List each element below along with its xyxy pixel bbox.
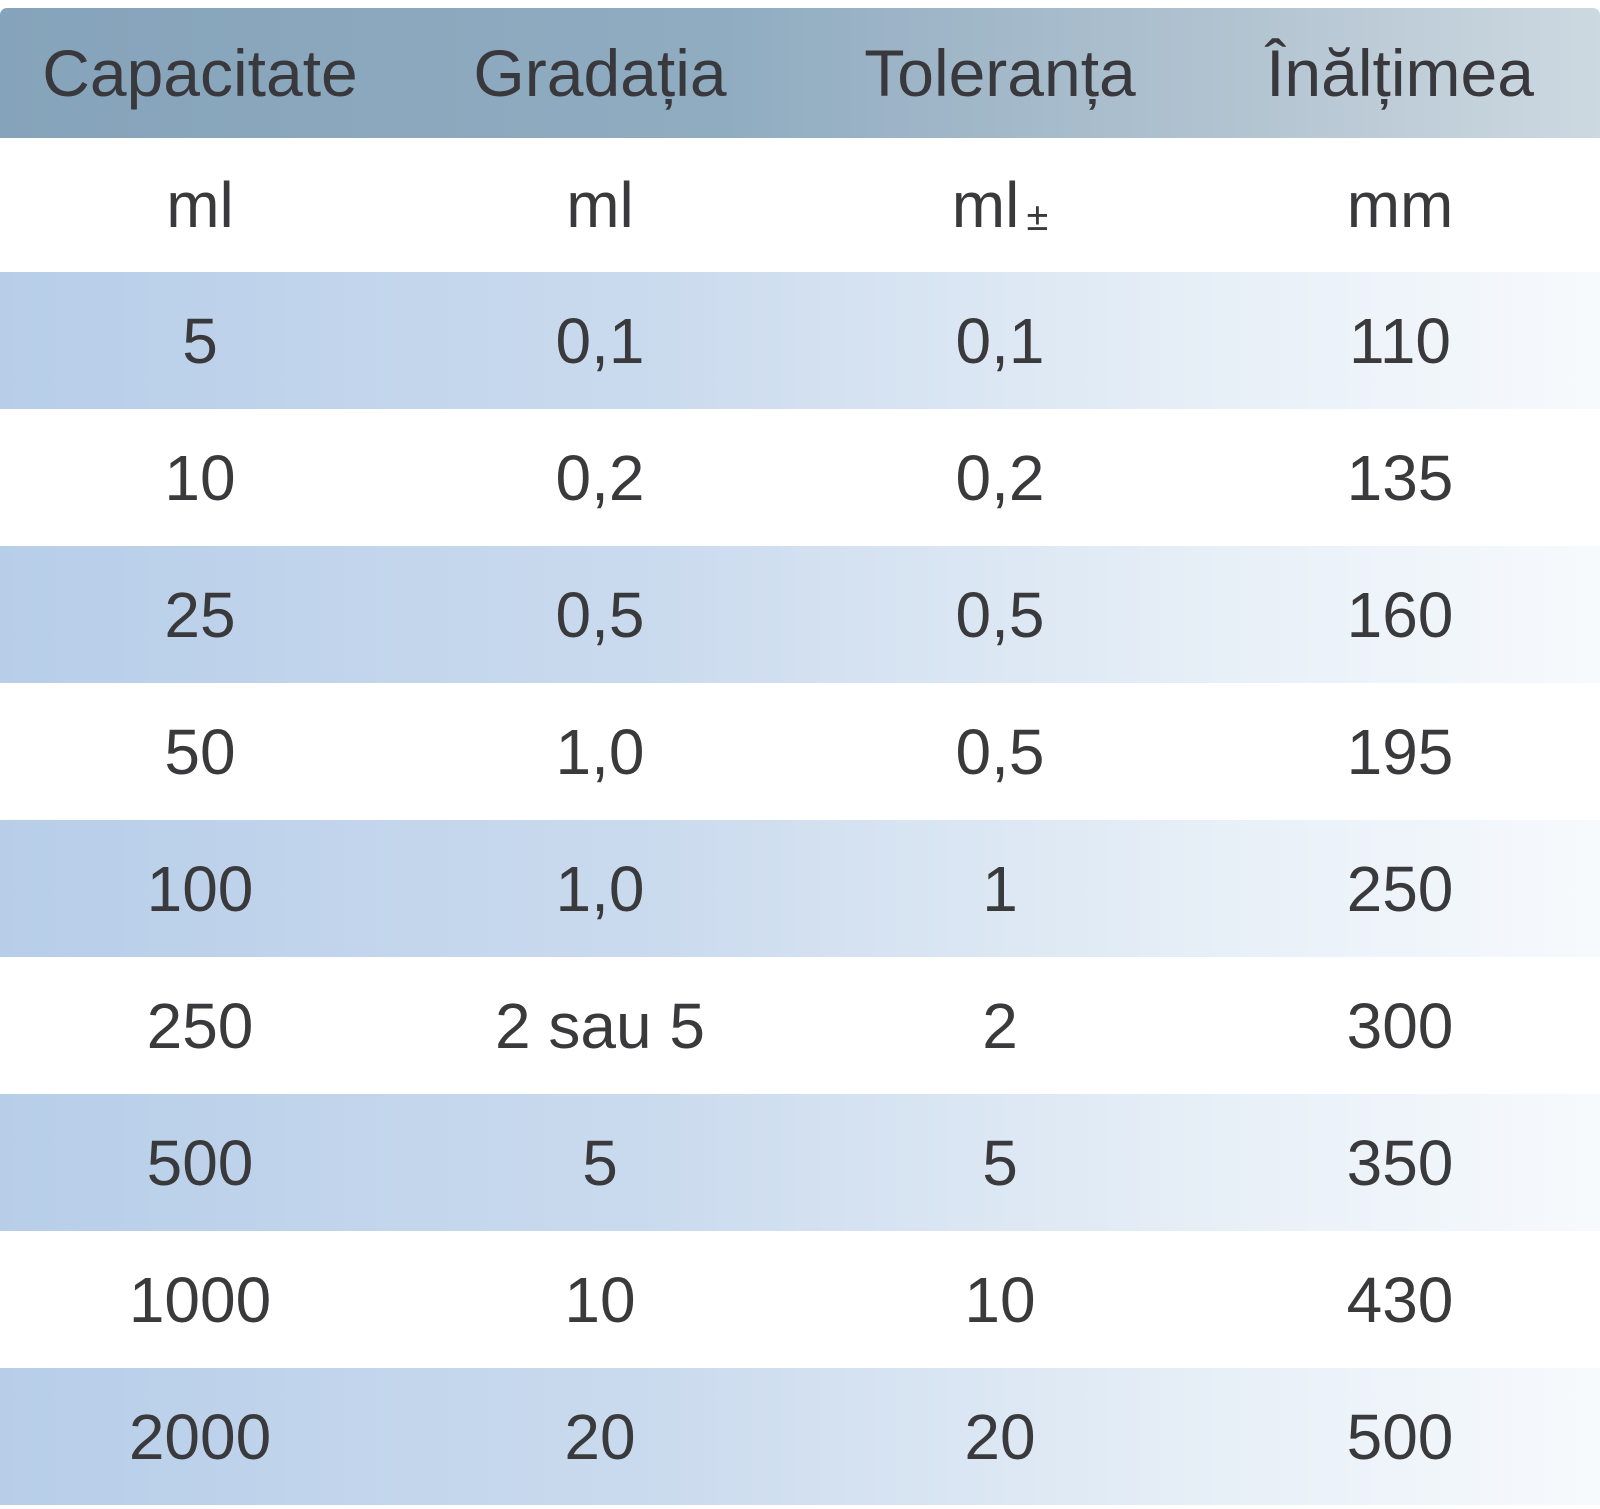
cell-graduation: 0,5 [555,578,645,651]
cell-height: 135 [1346,441,1454,514]
header-cell-height: Înălțimea [1266,36,1534,110]
cell-tolerance: 10 [964,1263,1036,1336]
cell-capacity: 250 [146,989,254,1062]
table-header-row: Capacitate Gradația Toleranța Înălțimea [0,8,1600,138]
cell-tolerance: 0,1 [955,304,1045,377]
cell-tolerance: 0,5 [955,578,1045,651]
cell-capacity: 5 [182,304,218,377]
table-row: 25 0,5 0,5 160 [0,546,1600,683]
table-row: 50 1,0 0,5 195 [0,683,1600,820]
plus-minus-symbol: ± [1026,195,1049,240]
cell-graduation: 5 [582,1126,618,1199]
table-row: 5 0,1 0,1 110 [0,272,1600,409]
unit-tolerance-ml: ml [951,169,1020,241]
cell-graduation: 0,2 [555,441,645,514]
cell-height: 500 [1346,1400,1454,1473]
header-cell-graduation: Gradația [473,36,727,110]
unit-cell-capacity: ml [166,169,234,241]
cell-tolerance: 20 [964,1400,1036,1473]
cell-graduation: 0,1 [555,304,645,377]
cell-graduation: 1,0 [555,852,645,925]
table-row: 250 2 sau 5 2 300 [0,957,1600,1094]
header-cell-capacity: Capacitate [42,36,358,110]
cell-tolerance: 2 [982,989,1018,1062]
cell-height: 250 [1346,852,1454,925]
table-row: 500 5 5 350 [0,1094,1600,1231]
table-row: 100 1,0 1 250 [0,820,1600,957]
cell-capacity: 2000 [128,1400,272,1473]
cell-graduation: 2 sau 5 [495,989,705,1062]
cell-graduation: 20 [564,1400,636,1473]
cell-tolerance: 5 [982,1126,1018,1199]
cell-height: 195 [1346,715,1454,788]
cell-capacity: 100 [146,852,254,925]
cell-capacity: 25 [164,578,236,651]
cell-capacity: 1000 [128,1263,272,1336]
table-units-row: ml ml ml ± mm [0,138,1600,272]
unit-cell-graduation: ml [566,169,634,241]
cell-height: 350 [1346,1126,1454,1199]
table-row: 1000 10 10 430 [0,1231,1600,1368]
cell-height: 430 [1346,1263,1454,1336]
cell-graduation: 1,0 [555,715,645,788]
unit-cell-tolerance: ml ± [800,173,1200,237]
table-row: 10 0,2 0,2 135 [0,409,1600,546]
cell-capacity: 10 [164,441,236,514]
cell-capacity: 500 [146,1126,254,1199]
cell-tolerance: 0,2 [955,441,1045,514]
unit-cell-height: mm [1346,169,1454,241]
cell-tolerance: 1 [982,852,1018,925]
cell-tolerance: 0,5 [955,715,1045,788]
cell-graduation: 10 [564,1263,636,1336]
cell-height: 300 [1346,989,1454,1062]
cell-height: 110 [1348,304,1452,377]
header-cell-tolerance: Toleranța [864,36,1136,110]
cell-height: 160 [1346,578,1454,651]
cell-capacity: 50 [164,715,236,788]
table-row: 2000 20 20 500 [0,1368,1600,1505]
cylinder-specs-table: Capacitate Gradația Toleranța Înălțimea … [0,8,1600,1505]
